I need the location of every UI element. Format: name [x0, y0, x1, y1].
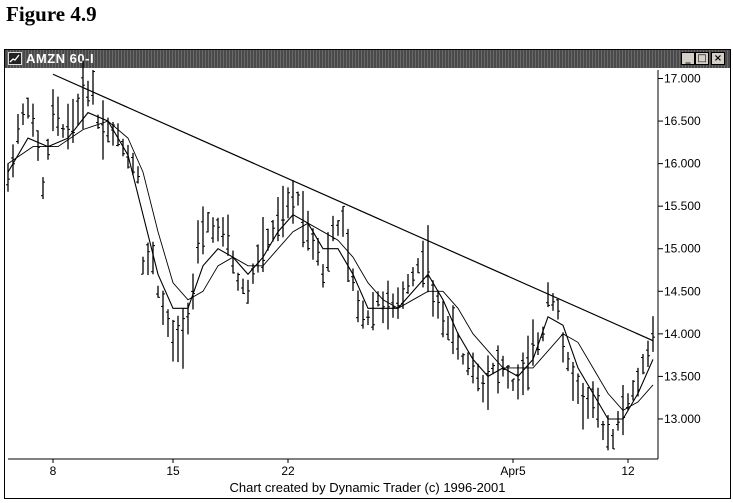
price-chart[interactable]: 17.000 16.500 16.000 15.500 15.000 14.500 14.0…	[5, 50, 730, 498]
price-bars	[6, 60, 655, 451]
y-tick-label: 14.000	[664, 327, 701, 341]
x-tick-label: 15	[166, 464, 180, 478]
y-tick-label: 15.500	[664, 199, 701, 213]
x-tick-label: 8	[50, 464, 57, 478]
window-title: AMZN 60-I	[26, 51, 95, 66]
maximize-button[interactable]: □	[695, 52, 709, 65]
moving-averages	[7, 111, 654, 420]
close-button[interactable]: ×	[711, 52, 725, 65]
moving-average-long	[7, 120, 654, 411]
y-tick-label: 16.000	[664, 157, 701, 171]
y-tick-label: 13.500	[664, 369, 701, 383]
chart-credit: Chart created by Dynamic Trader (c) 1996…	[229, 480, 506, 495]
moving-average-short	[7, 111, 654, 420]
y-tick-label: 16.500	[664, 114, 701, 128]
y-tick-label: 17.000	[664, 72, 701, 86]
trendline	[52, 73, 654, 342]
x-tick-label: Apr5	[500, 464, 526, 478]
y-tick-label: 15.000	[664, 242, 701, 256]
window-titlebar[interactable]: AMZN 60-I _ □ ×	[5, 50, 730, 68]
chart-window[interactable]: AMZN 60-I _ □ × 17.000 16.500 16.000 15.500…	[4, 49, 731, 499]
chart-app-icon[interactable]	[8, 52, 22, 65]
y-tick-label: 13.000	[664, 412, 701, 426]
x-tick-label: 12	[621, 464, 635, 478]
minimize-button[interactable]: _	[681, 52, 695, 65]
y-tick-label: 14.500	[664, 284, 701, 298]
trendline-layer	[52, 73, 654, 342]
figure-title: Figure 4.9	[6, 2, 97, 26]
x-tick-label: 22	[281, 464, 295, 478]
chart-axes: 17.000 16.500 16.000 15.500 15.000 14.500 14.0…	[8, 70, 701, 478]
